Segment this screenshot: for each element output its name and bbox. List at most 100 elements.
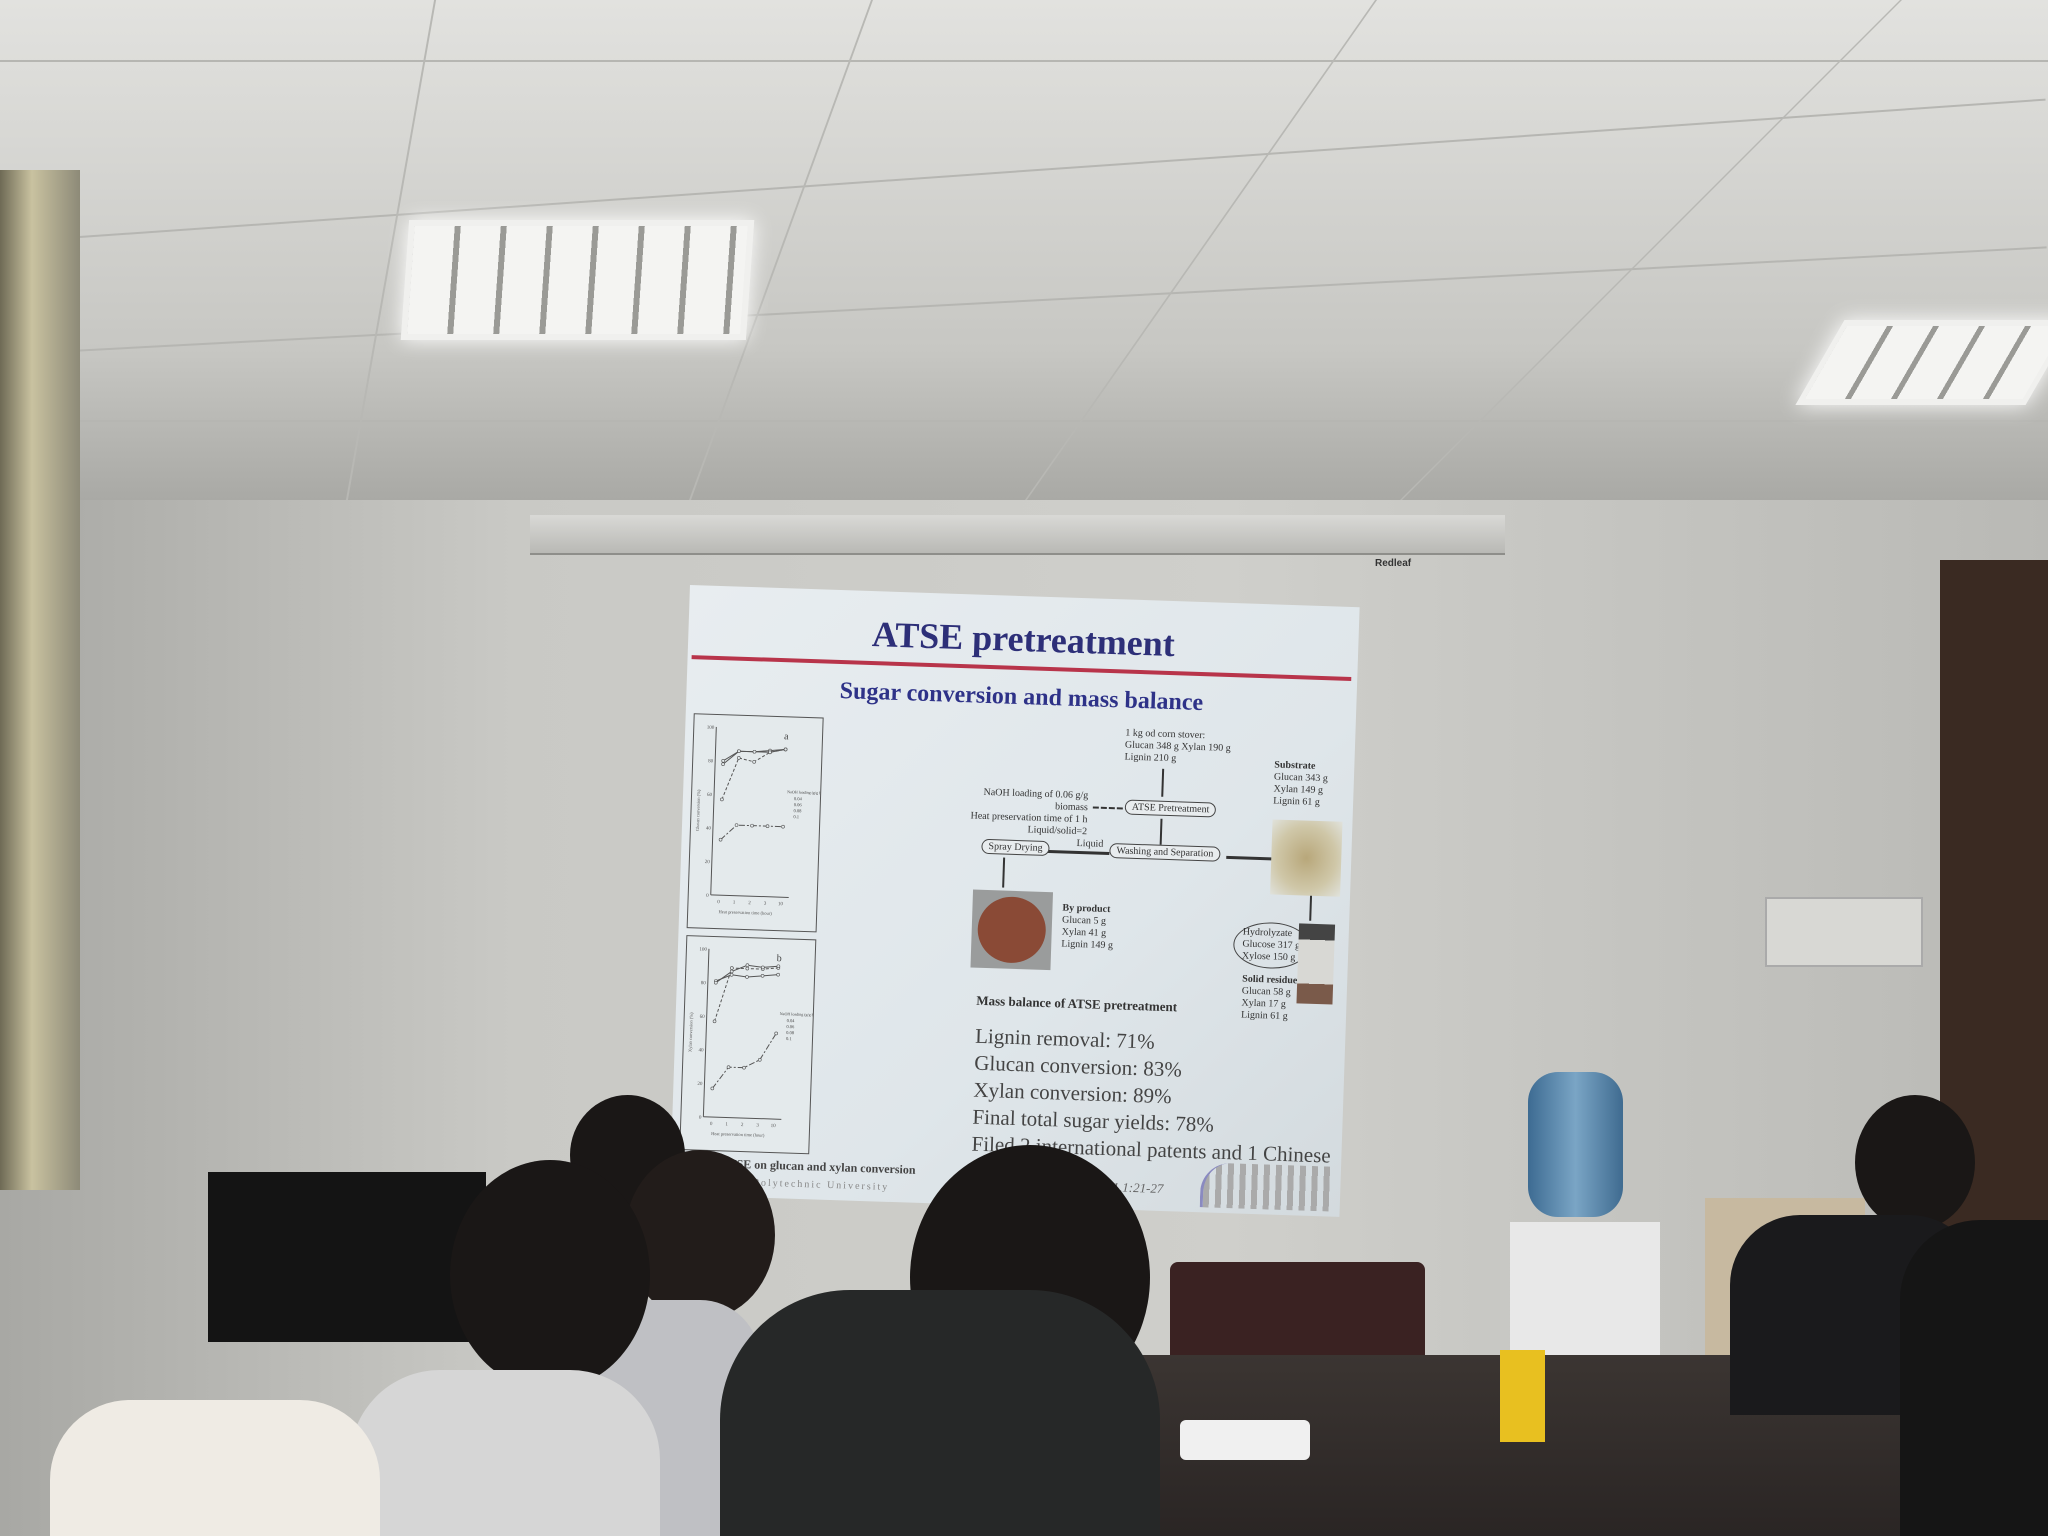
y-tick-label: 0 — [699, 1116, 702, 1121]
panel-label: b — [776, 953, 781, 964]
y-tick-label: 40 — [706, 826, 712, 831]
projector-brand: Redleaf — [1375, 558, 1412, 569]
data-point — [783, 747, 788, 752]
legend-entry: 0.04 — [787, 1018, 796, 1023]
legend-entry: 0.06 — [786, 1024, 795, 1029]
university-logo — [1199, 1162, 1332, 1212]
flow-text: Lignin 61 g — [1272, 795, 1320, 808]
person-seated — [625, 1150, 775, 1320]
data-point — [712, 1019, 717, 1024]
data-point — [776, 972, 780, 977]
window — [0, 170, 80, 1190]
data-point — [765, 824, 770, 828]
y-axis — [710, 726, 717, 895]
series-line — [714, 967, 779, 1022]
ceiling-light — [400, 220, 755, 340]
chart-xylan-conversion: 0 20 40 60 80 100 0 1 2 3 10 Heat preservation time… — [679, 935, 817, 1155]
y-tick-label: 0 — [706, 894, 709, 899]
substrate-photo — [1270, 819, 1343, 897]
y-tick-label: 40 — [698, 1048, 704, 1053]
ceiling — [0, 0, 2048, 500]
data-point — [768, 750, 772, 755]
x-tick-label: 3 — [756, 1123, 759, 1128]
person-front-body — [720, 1290, 1160, 1536]
flow-conditions: NaOH loading of 0.06 g/g biomass Heat pr… — [952, 786, 1088, 838]
byproduct-photo — [970, 889, 1054, 971]
mass-balance-heading: Mass balance of ATSE pretreatment — [976, 992, 1178, 1015]
y-axis-label: Xylan conversion (%) — [688, 1012, 694, 1052]
data-point — [774, 1031, 778, 1036]
x-tick-label: 1 — [733, 901, 736, 906]
x-axis-label: Heat preservation time (hour) — [718, 909, 772, 916]
x-tick-label: 10 — [771, 1124, 777, 1129]
data-point — [752, 760, 756, 764]
vial-photo — [1296, 923, 1336, 1005]
legend-entry: 0.08 — [786, 1030, 795, 1035]
data-point — [760, 974, 765, 978]
x-tick-label: 10 — [778, 902, 784, 907]
data-point — [752, 749, 757, 754]
panel-label: a — [784, 731, 789, 742]
chart-glucan-conversion: 0 20 40 60 80 100 0 1 2 3 10 Heat preservation time… — [686, 713, 824, 933]
legend-entry: 0.1 — [786, 1036, 792, 1041]
electrical-panel — [1765, 897, 1923, 967]
data-point — [757, 1057, 762, 1062]
data-point — [742, 1065, 746, 1070]
white-jacket — [50, 1400, 380, 1536]
node-atse-pretreatment: ATSE Pretreatment — [1124, 799, 1217, 818]
data-point — [745, 963, 750, 968]
node-spray-drying: Spray Drying — [981, 838, 1050, 857]
data-point — [718, 837, 723, 842]
x-tick-label: 0 — [717, 900, 720, 905]
legend-entry: 0.08 — [793, 808, 802, 813]
power-strip — [1180, 1420, 1310, 1460]
data-point — [730, 966, 734, 970]
y-tick-label: 60 — [700, 1015, 706, 1020]
substrate-info: Substrate Glucan 343 g Xylan 149 g Ligni… — [1273, 759, 1328, 809]
data-point — [734, 823, 739, 827]
arrow — [1159, 818, 1163, 845]
y-axis — [702, 948, 710, 1117]
data-point — [745, 975, 749, 979]
water-dispenser-bottle — [1528, 1072, 1623, 1217]
data-point — [710, 1086, 715, 1091]
person-right — [1855, 1095, 1975, 1230]
flow-text: Lignin 149 g — [1061, 938, 1114, 952]
y-tick-label: 100 — [707, 726, 715, 731]
data-point — [714, 980, 718, 985]
person-ponytail — [450, 1160, 650, 1390]
legend-entry: 0.1 — [793, 814, 799, 819]
person-ponytail-body — [350, 1370, 660, 1536]
data-point — [729, 972, 734, 977]
arrow — [1161, 768, 1165, 797]
x-tick-label: 3 — [764, 902, 767, 907]
series-line — [711, 1033, 777, 1089]
water-dispenser — [1510, 1222, 1660, 1372]
y-tick-label: 80 — [708, 759, 714, 764]
data-point — [776, 964, 781, 969]
data-point — [761, 965, 765, 970]
legend-entry: 0.04 — [794, 796, 803, 801]
y-tick-label: 20 — [705, 860, 711, 865]
flow-text: Lignin 61 g — [1240, 1009, 1288, 1023]
legend-entry: 0.06 — [794, 802, 803, 807]
data-point — [721, 758, 725, 763]
computer-monitor — [208, 1172, 486, 1342]
juice-box — [1500, 1350, 1545, 1442]
x-axis — [710, 894, 789, 898]
x-tick-label: 1 — [725, 1122, 728, 1127]
data-point — [729, 969, 734, 974]
data-point — [726, 1065, 731, 1069]
person-far-right — [1900, 1220, 2048, 1536]
projected-slide: ATSE pretreatment Sugar conversion and m… — [669, 585, 1360, 1217]
y-tick-label: 60 — [707, 793, 713, 798]
x-tick-label: 2 — [748, 901, 751, 906]
y-tick-label: 20 — [697, 1082, 703, 1087]
data-point — [736, 756, 741, 760]
x-axis-label: Heat preservation time (hour) — [711, 1131, 765, 1138]
x-tick-label: 0 — [710, 1122, 713, 1127]
flow-input: 1 kg od corn stover: Glucan 348 g Xylan … — [1124, 728, 1231, 767]
y-tick-label: 100 — [699, 948, 707, 953]
y-tick-label: 80 — [701, 981, 707, 986]
data-point — [721, 762, 725, 766]
